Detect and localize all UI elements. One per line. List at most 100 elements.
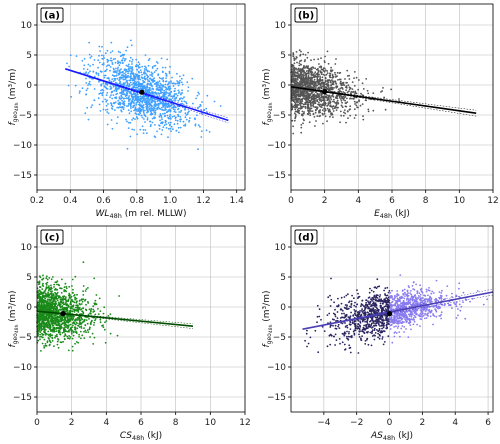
data-point	[158, 95, 161, 97]
data-point	[44, 329, 46, 331]
data-point	[351, 97, 353, 100]
data-point	[129, 135, 132, 138]
data-point	[92, 308, 95, 311]
data-point	[89, 322, 92, 325]
data-point	[355, 92, 357, 94]
x-tick-label: 4	[355, 196, 361, 206]
data-point	[140, 104, 143, 107]
data-point	[174, 111, 177, 113]
data-point	[59, 315, 62, 318]
x-tick-label: 1.4	[230, 196, 245, 206]
data-point	[297, 94, 299, 97]
data-point	[45, 282, 48, 285]
data-point	[82, 285, 85, 287]
data-point	[462, 291, 465, 294]
data-point	[151, 75, 154, 78]
data-point	[353, 77, 355, 79]
data-point	[160, 122, 162, 125]
data-point	[115, 67, 117, 70]
data-point	[47, 305, 50, 308]
data-point	[50, 314, 53, 317]
data-point	[104, 321, 106, 324]
data-point	[152, 88, 154, 90]
data-point	[122, 83, 125, 86]
x-tick-label: 6	[389, 196, 395, 206]
data-point	[185, 118, 188, 121]
data-point	[357, 106, 359, 109]
data-point	[120, 76, 123, 79]
data-point	[39, 336, 41, 338]
data-point	[347, 84, 350, 87]
data-point	[135, 93, 137, 96]
data-point	[297, 110, 300, 113]
data-point	[121, 62, 124, 64]
data-point	[47, 330, 50, 333]
data-point	[184, 123, 187, 126]
data-point	[346, 91, 349, 94]
data-point	[300, 106, 303, 109]
data-point	[312, 104, 314, 107]
data-point	[137, 103, 140, 106]
data-point	[103, 306, 106, 309]
data-point	[123, 78, 125, 81]
data-point	[44, 334, 47, 336]
data-point	[346, 101, 349, 103]
x-tick-label: 12	[239, 418, 250, 428]
data-point	[109, 51, 112, 54]
data-point	[181, 92, 184, 94]
data-point	[151, 100, 154, 102]
data-point	[57, 283, 60, 286]
data-point	[169, 87, 172, 90]
data-point	[375, 329, 378, 331]
data-point	[332, 75, 335, 78]
data-point	[382, 343, 385, 346]
data-point	[114, 78, 117, 80]
data-point	[38, 292, 41, 295]
data-point	[72, 305, 75, 308]
data-point	[79, 330, 82, 333]
data-point	[301, 97, 304, 100]
data-point	[47, 302, 50, 304]
data-point	[117, 66, 119, 69]
data-point	[142, 109, 145, 112]
data-point	[330, 66, 332, 69]
x-tick-label: 12	[487, 196, 498, 206]
data-point	[320, 73, 323, 75]
data-point	[349, 114, 352, 117]
data-point	[129, 66, 132, 68]
data-point	[335, 86, 337, 88]
data-point	[367, 300, 369, 303]
data-point	[117, 99, 120, 102]
data-point	[334, 102, 337, 104]
data-point	[102, 55, 105, 57]
data-point	[135, 110, 137, 112]
data-point	[323, 95, 326, 98]
data-point	[131, 63, 133, 65]
data-point	[163, 89, 166, 92]
data-point	[321, 99, 324, 102]
data-point	[137, 66, 140, 69]
data-point	[364, 304, 367, 307]
data-point	[51, 300, 54, 303]
data-point	[63, 327, 65, 330]
data-point	[50, 321, 53, 324]
data-point	[355, 104, 358, 107]
data-point	[93, 99, 96, 101]
data-point	[105, 104, 108, 107]
data-point	[83, 318, 86, 321]
data-point	[365, 99, 368, 102]
data-point	[70, 331, 73, 333]
data-point	[120, 74, 123, 76]
data-point	[295, 56, 298, 58]
data-point	[175, 129, 178, 132]
panel-label: (a)	[40, 7, 64, 23]
data-point	[330, 277, 332, 280]
data-point	[56, 321, 59, 324]
data-point	[48, 328, 51, 330]
data-point	[49, 341, 52, 344]
data-point	[44, 344, 47, 347]
data-point	[315, 106, 317, 108]
data-point	[37, 327, 39, 330]
data-point	[75, 297, 78, 300]
data-point	[298, 64, 301, 67]
